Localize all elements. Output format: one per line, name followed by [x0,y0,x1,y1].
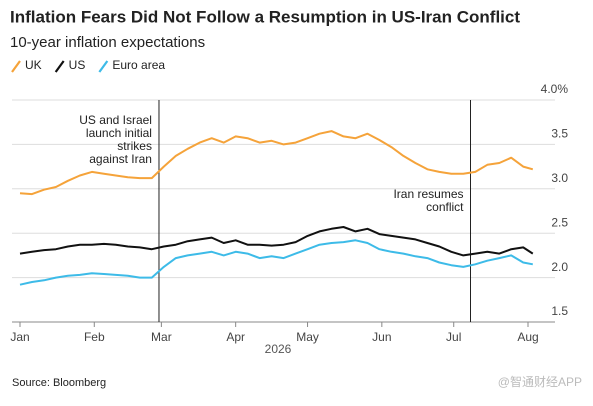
y-tick-label: 3.0 [551,171,568,185]
x-tick-label: Mar [151,330,172,344]
series-line [19,239,533,286]
series-line [19,130,534,196]
source: Source: Bloomberg [12,377,106,389]
x-tick-label: May [296,330,319,344]
x-tick-label: Feb [84,330,105,344]
legend-swatch [11,60,21,73]
y-tick-label: 2.5 [551,215,568,229]
annotation-text: against Iran [89,152,152,166]
x-tick-label: Apr [226,330,245,344]
annotation-text: US and Israel [79,113,152,127]
legend-label: US [69,58,86,72]
legend-swatch [54,60,65,73]
y-tick-label: 3.5 [551,127,568,141]
annotation-text: Iran resumes [393,187,463,201]
annotation-text: launch initial [86,126,152,140]
annotation-text: conflict [426,200,464,214]
y-tick-label: 2.0 [551,260,568,274]
legend-swatch [98,60,109,73]
x-axis-label: 2026 [265,342,292,356]
watermark: @智通财经APP [498,374,582,389]
annotation-text: strikes [117,139,152,153]
x-tick-label: Jun [372,330,391,344]
x-tick-label: Jul [446,330,461,344]
legend-label: UK [25,58,42,72]
series-line [19,226,534,257]
y-tick-label: 4.0% [541,82,569,96]
chart-subtitle: 10-year inflation expectations [10,34,205,51]
chart-title: Inflation Fears Did Not Follow a Resumpt… [10,7,520,26]
y-tick-label: 1.5 [551,304,568,318]
x-tick-label: Aug [517,330,538,344]
x-tick-label: Jan [10,330,29,344]
legend-label: Euro area [112,58,165,72]
